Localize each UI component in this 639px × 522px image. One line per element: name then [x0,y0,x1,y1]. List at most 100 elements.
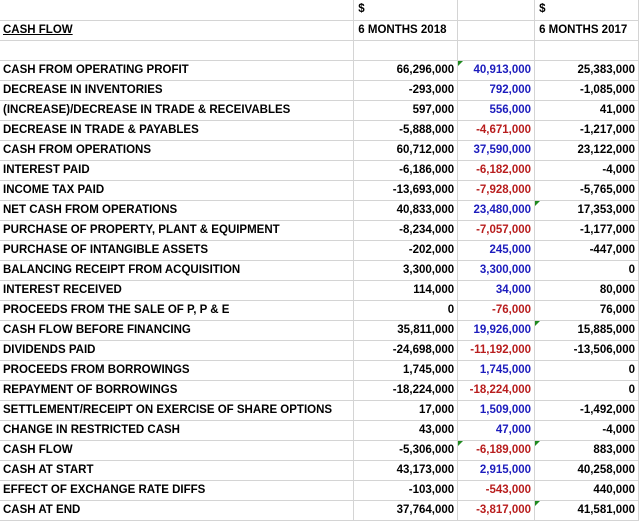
value-2018[interactable]: -18,224,000 [353,380,459,401]
value-difference[interactable]: 34,000 [457,280,536,301]
value-difference[interactable]: 37,590,000 [457,140,536,161]
header-2018[interactable]: 6 MONTHS 2018 [353,20,459,41]
row-label[interactable]: CASH FLOW [0,440,355,461]
value-difference[interactable]: 47,000 [457,420,536,441]
value-2017[interactable]: -1,085,000 [534,80,639,101]
row-label[interactable]: INCOME TAX PAID [0,180,355,201]
value-difference[interactable]: 2,915,000 [457,460,536,481]
value-2018[interactable]: -103,000 [353,480,459,501]
value-difference[interactable]: 19,926,000 [457,320,536,341]
value-2018[interactable]: 0 [353,300,459,321]
row-label[interactable]: INTEREST PAID [0,160,355,181]
value-2017[interactable]: 0 [534,360,639,381]
row-label[interactable]: (INCREASE)/DECREASE IN TRADE & RECEIVABL… [0,100,355,121]
value-difference[interactable]: -11,192,000 [457,340,536,361]
value-2017[interactable]: -5,765,000 [534,180,639,201]
value-2018[interactable]: 3,300,000 [353,260,459,281]
value-2017[interactable]: 80,000 [534,280,639,301]
value-difference[interactable]: 1,509,000 [457,400,536,421]
currency-2018[interactable]: $ [353,0,459,21]
row-label[interactable]: INTEREST RECEIVED [0,280,355,301]
cell-c3[interactable] [457,40,536,61]
value-2018[interactable]: -5,888,000 [353,120,459,141]
value-difference[interactable]: 23,480,000 [457,200,536,221]
value-difference[interactable]: -4,671,000 [457,120,536,141]
row-label[interactable]: PROCEEDS FROM THE SALE OF P, P & E [0,300,355,321]
value-2017[interactable]: 40,258,000 [534,460,639,481]
value-2017[interactable]: 17,353,000 [534,200,639,221]
value-2017[interactable]: 0 [534,380,639,401]
value-2017[interactable]: 41,000 [534,100,639,121]
value-2018[interactable]: -293,000 [353,80,459,101]
value-difference[interactable]: -3,817,000 [457,500,536,521]
row-label[interactable]: CASH FLOW BEFORE FINANCING [0,320,355,341]
value-difference[interactable]: 1,745,000 [457,360,536,381]
currency-2017[interactable]: $ [534,0,639,21]
row-label[interactable]: PROCEEDS FROM BORROWINGS [0,360,355,381]
cell-a1[interactable] [0,0,355,21]
value-2017[interactable]: 440,000 [534,480,639,501]
value-2018[interactable]: 1,745,000 [353,360,459,381]
value-2018[interactable]: 35,811,000 [353,320,459,341]
value-difference[interactable]: -7,057,000 [457,220,536,241]
value-2017[interactable]: 0 [534,260,639,281]
row-label[interactable]: CASH FROM OPERATING PROFIT [0,60,355,81]
value-2017[interactable]: 23,122,000 [534,140,639,161]
row-label[interactable]: CASH AT START [0,460,355,481]
value-2018[interactable]: 17,000 [353,400,459,421]
row-label[interactable]: PURCHASE OF PROPERTY, PLANT & EQUIPMENT [0,220,355,241]
value-2018[interactable]: -5,306,000 [353,440,459,461]
value-2017[interactable]: -1,492,000 [534,400,639,421]
value-2017[interactable]: -4,000 [534,420,639,441]
value-2017[interactable]: -447,000 [534,240,639,261]
value-2018[interactable]: -202,000 [353,240,459,261]
value-2018[interactable]: -8,234,000 [353,220,459,241]
value-difference[interactable]: -543,000 [457,480,536,501]
row-label[interactable]: CASH AT END [0,500,355,521]
value-difference[interactable]: 245,000 [457,240,536,261]
value-difference[interactable]: -6,182,000 [457,160,536,181]
cell-d3[interactable] [534,40,639,61]
value-difference[interactable]: -7,928,000 [457,180,536,201]
row-label[interactable]: CHANGE IN RESTRICTED CASH [0,420,355,441]
value-2018[interactable]: 66,296,000 [353,60,459,81]
value-difference[interactable]: -18,224,000 [457,380,536,401]
value-2017[interactable]: -1,217,000 [534,120,639,141]
value-2017[interactable]: 15,885,000 [534,320,639,341]
value-2017[interactable]: -1,177,000 [534,220,639,241]
value-difference[interactable]: -76,000 [457,300,536,321]
value-2018[interactable]: 37,764,000 [353,500,459,521]
row-label[interactable]: DIVIDENDS PAID [0,340,355,361]
value-2018[interactable]: -24,698,000 [353,340,459,361]
row-label[interactable]: BALANCING RECEIPT FROM ACQUISITION [0,260,355,281]
value-2018[interactable]: -13,693,000 [353,180,459,201]
value-difference[interactable]: 3,300,000 [457,260,536,281]
value-2018[interactable]: 43,173,000 [353,460,459,481]
value-2018[interactable]: 40,833,000 [353,200,459,221]
row-label[interactable]: DECREASE IN TRADE & PAYABLES [0,120,355,141]
row-label[interactable]: PURCHASE OF INTANGIBLE ASSETS [0,240,355,261]
value-2017[interactable]: -4,000 [534,160,639,181]
value-difference[interactable]: -6,189,000 [457,440,536,461]
value-2017[interactable]: 883,000 [534,440,639,461]
value-2018[interactable]: 114,000 [353,280,459,301]
row-label[interactable]: CASH FROM OPERATIONS [0,140,355,161]
value-difference[interactable]: 40,913,000 [457,60,536,81]
value-2018[interactable]: 43,000 [353,420,459,441]
value-2017[interactable]: 25,383,000 [534,60,639,81]
cell-b3[interactable] [353,40,459,61]
row-label[interactable]: REPAYMENT OF BORROWINGS [0,380,355,401]
header-2017[interactable]: 6 MONTHS 2017 [534,20,639,41]
value-2017[interactable]: -13,506,000 [534,340,639,361]
header-label[interactable]: CASH FLOW [0,20,355,41]
value-2017[interactable]: 41,581,000 [534,500,639,521]
cell-c1[interactable] [457,0,536,21]
value-2017[interactable]: 76,000 [534,300,639,321]
cell-c2[interactable] [457,20,536,41]
cell-a3[interactable] [0,40,355,61]
value-2018[interactable]: 597,000 [353,100,459,121]
value-difference[interactable]: 556,000 [457,100,536,121]
row-label[interactable]: NET CASH FROM OPERATIONS [0,200,355,221]
row-label[interactable]: SETTLEMENT/RECEIPT ON EXERCISE OF SHARE … [0,400,355,421]
value-2018[interactable]: -6,186,000 [353,160,459,181]
